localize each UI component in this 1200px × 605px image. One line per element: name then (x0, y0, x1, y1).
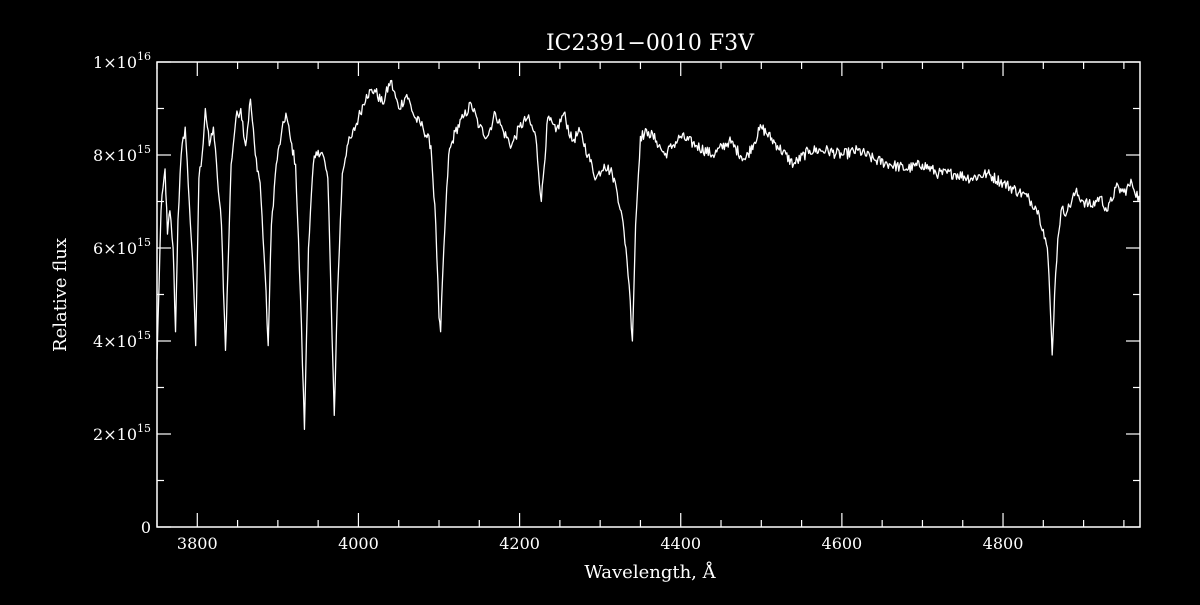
x-tick-label: 4600 (822, 534, 863, 553)
y-tick-label: 6×1015 (93, 236, 151, 258)
chart-title: IC2391−0010 F3V (546, 31, 755, 56)
y-axis-ticks: 0 2×1015 4×1015 6×1015 8×1015 1×1016 (93, 50, 1140, 537)
x-tick-label: 4800 (983, 534, 1024, 553)
x-tick-label: 3800 (177, 534, 218, 553)
spectrum-line (156, 79, 1141, 430)
y-tick-label: 2×1015 (93, 422, 151, 444)
x-axis-label: Wavelength, Å (584, 561, 716, 583)
y-tick-label: 1×1016 (93, 50, 151, 72)
x-tick-label: 4000 (338, 534, 379, 553)
x-axis-ticks: 3800 4000 4200 4400 4600 4800 (156, 62, 1125, 553)
x-tick-label: 4400 (660, 534, 701, 553)
y-axis-label: Relative flux (50, 238, 71, 352)
y-tick-label: 4×1015 (93, 329, 151, 351)
y-tick-label: 8×1015 (93, 143, 151, 165)
x-tick-label: 4200 (499, 534, 540, 553)
y-tick-label: 0 (141, 518, 151, 537)
